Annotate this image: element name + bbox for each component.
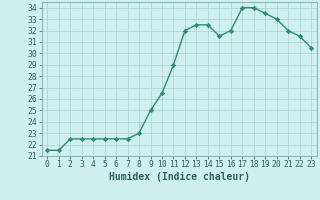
X-axis label: Humidex (Indice chaleur): Humidex (Indice chaleur) — [109, 172, 250, 182]
